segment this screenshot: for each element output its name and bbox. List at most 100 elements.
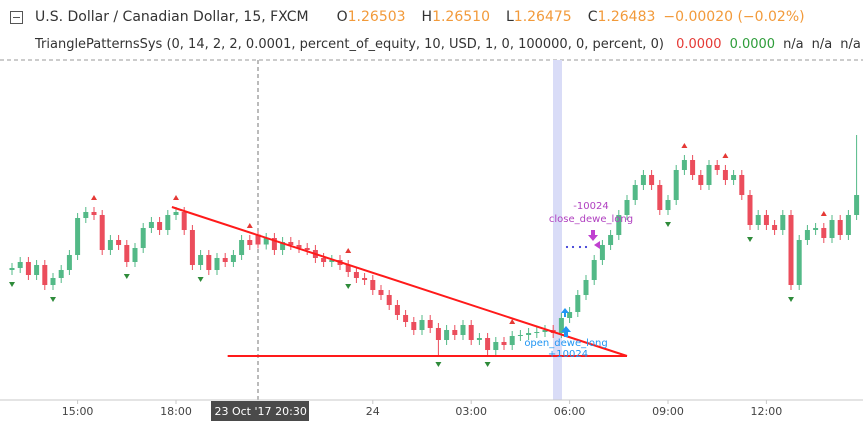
pivot-high-marker <box>173 195 179 200</box>
candle-body <box>165 215 171 230</box>
candle-body <box>214 258 220 270</box>
candle-body <box>378 290 384 295</box>
candle-body <box>698 175 704 185</box>
candle-body <box>517 335 523 336</box>
candle-body <box>616 215 622 235</box>
candle-body <box>116 240 122 245</box>
candle-body <box>526 333 532 335</box>
x-tick-label: 03:00 <box>455 405 487 418</box>
candle-body <box>148 222 154 228</box>
pivot-high-marker <box>681 143 688 148</box>
candle-body <box>75 218 81 255</box>
candle-body <box>485 338 491 350</box>
candle-body <box>386 295 392 305</box>
candle-body <box>632 185 638 200</box>
candle-body <box>681 160 687 170</box>
indicator-value: 0.0000 <box>676 37 722 52</box>
indicator-value: n/a <box>840 37 861 52</box>
candle-body <box>230 255 236 262</box>
candle-body <box>255 234 261 245</box>
candle-body <box>296 245 302 248</box>
candle-body <box>50 278 56 285</box>
candle-body <box>304 248 310 250</box>
crosshair-date: 23 Oct '17 <box>214 405 271 418</box>
candle-body <box>329 260 335 262</box>
candle-body <box>444 330 450 340</box>
candle-body <box>657 185 663 210</box>
candle-body <box>476 338 482 340</box>
x-tick-label: 24 <box>366 405 380 418</box>
candle-body <box>206 255 212 270</box>
pivot-low-marker <box>50 297 56 302</box>
pivot-high-marker <box>91 195 97 200</box>
pivot-low-marker <box>788 297 794 302</box>
candle-body <box>501 342 507 345</box>
trade-highlight <box>553 60 562 400</box>
collapse-button[interactable] <box>10 10 23 24</box>
candle-body <box>665 200 671 210</box>
candle-body <box>345 265 351 272</box>
x-tick-label: 18:00 <box>160 405 192 418</box>
change: −0.00020 (−0.02%) <box>663 9 805 25</box>
candle-body <box>427 320 433 328</box>
candles <box>9 60 860 400</box>
candle-body <box>107 240 113 250</box>
candle-body <box>608 235 614 245</box>
pivot-high-marker <box>722 153 729 158</box>
candle-body <box>435 328 441 340</box>
header: U.S. Dollar / Canadian Dollar, 15, FXCM … <box>10 9 813 25</box>
candle-body <box>99 215 105 250</box>
candle-body <box>140 228 146 248</box>
candle-body <box>845 215 851 235</box>
candle-body <box>542 330 548 332</box>
pivot-high-marker <box>246 223 253 228</box>
ohlc-value: 1.26510 <box>432 9 490 25</box>
candle-body <box>763 215 769 225</box>
candle-body <box>394 305 400 315</box>
candle-body <box>83 212 89 218</box>
candle-body <box>173 212 179 215</box>
indicator-row: TrianglePatternsSys (0, 14, 2, 2, 0.0001… <box>35 37 863 52</box>
candle-body <box>132 248 138 262</box>
candle-body <box>534 332 540 333</box>
ohlc-label: C <box>587 9 598 25</box>
candle-body <box>25 262 31 275</box>
indicator-value: n/a <box>811 37 833 52</box>
pivot-low-marker <box>345 284 352 289</box>
pivot-low-marker <box>665 222 671 227</box>
indicator-value: 0.0000 <box>729 37 776 52</box>
crosshair-label-box <box>211 401 309 421</box>
candle-body <box>747 195 753 225</box>
candle-body <box>263 238 269 245</box>
sell-arrow <box>588 230 598 241</box>
ohlc-label: O <box>336 9 348 25</box>
candle-body <box>362 278 368 280</box>
candle-body <box>714 165 720 170</box>
candle-body <box>649 175 655 185</box>
x-tick-label: 06:00 <box>554 405 586 418</box>
trade-label: close_dewe_long <box>549 214 633 225</box>
candle-body <box>772 225 778 230</box>
ohlc: O1.26503 H1.26510 L1.26475 C1.26483 <box>329 9 664 25</box>
candle-body <box>189 230 195 265</box>
candle-body <box>575 295 581 312</box>
candle-body <box>567 312 573 318</box>
candle-body <box>673 170 679 200</box>
candle-body <box>788 215 794 285</box>
candle-body <box>288 242 294 245</box>
buy-arrow <box>561 308 569 317</box>
candle-body <box>821 228 827 238</box>
candle-body <box>370 280 376 290</box>
buy-arrow <box>561 326 571 337</box>
candle-body <box>813 228 819 230</box>
ohlc-value: 1.26503 <box>347 9 406 25</box>
candle-body <box>854 195 860 215</box>
candle-body <box>181 212 187 230</box>
ohlc-value: 1.26483 <box>597 9 656 25</box>
pivot-low-marker <box>197 277 204 282</box>
candle-body <box>739 175 745 195</box>
candle-body <box>493 342 499 350</box>
ohlc-value: 1.26475 <box>513 9 572 25</box>
